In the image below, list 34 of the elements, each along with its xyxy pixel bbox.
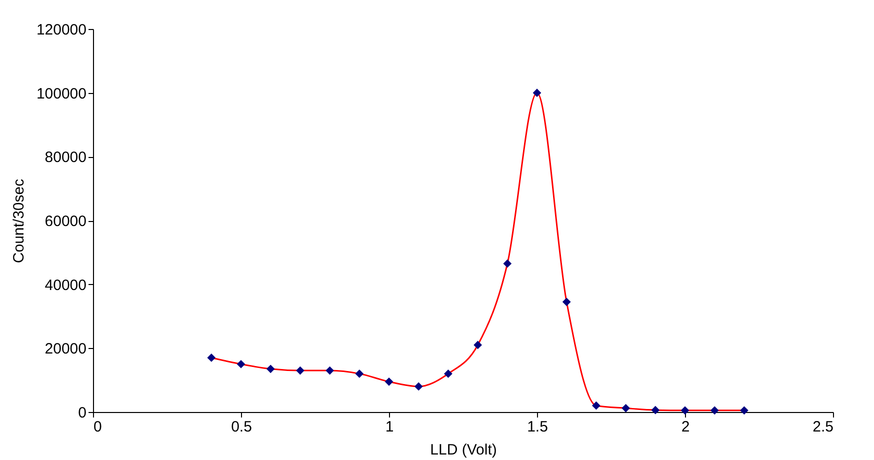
point (622, 404, 630, 412)
point (680, 406, 690, 415)
point (651, 406, 660, 414)
y-tick-label: 80000 (44, 149, 86, 166)
point (326, 366, 334, 375)
x-tick-label: 1 (385, 418, 394, 436)
y-tick-label: 0 (78, 404, 86, 422)
point (532, 88, 542, 98)
y-tick-label: 40000 (44, 276, 86, 294)
point (207, 354, 216, 362)
x-axis-title: LLD (Volt) (430, 442, 497, 458)
point (562, 298, 571, 306)
point (503, 259, 512, 268)
x-tick-label: 0 (94, 418, 102, 436)
point (355, 370, 364, 378)
x-tick-label: 2 (681, 418, 690, 436)
point (384, 377, 394, 386)
point (740, 406, 748, 415)
x-tick-label: 0.5 (231, 418, 252, 436)
point (266, 364, 275, 374)
y-tick-label: 120000 (36, 22, 86, 38)
y-tick-label: 60000 (44, 213, 86, 230)
x-tick-label: 1.5 (527, 418, 548, 436)
point (444, 370, 452, 378)
point (474, 340, 482, 350)
point (710, 406, 719, 415)
point (414, 382, 423, 391)
point (592, 401, 600, 410)
point (296, 366, 304, 375)
y-tick-label: 100000 (36, 85, 86, 102)
y-axis-title: Count/30sec (10, 178, 28, 264)
x-tick-label: 2.5 (812, 418, 834, 436)
point (236, 360, 246, 368)
y-tick-label: 20000 (44, 340, 86, 358)
